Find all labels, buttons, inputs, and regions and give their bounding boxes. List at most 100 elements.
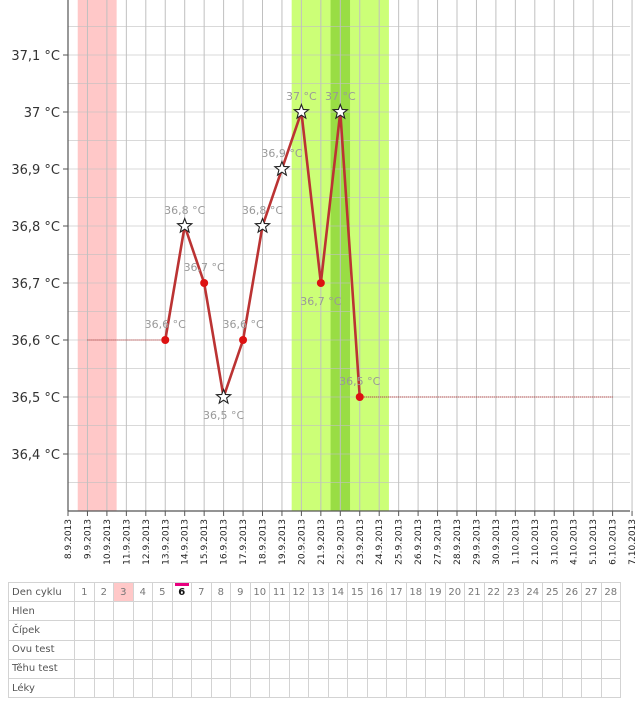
cycle-cell[interactable] [191, 601, 212, 622]
cycle-cell[interactable] [464, 620, 485, 641]
cycle-cell[interactable] [327, 601, 348, 622]
cycle-cell[interactable] [152, 658, 173, 679]
cycle-cell[interactable] [386, 620, 407, 641]
cycle-cell[interactable] [113, 677, 134, 699]
cycle-cell[interactable] [308, 639, 329, 660]
cycle-cell[interactable] [581, 601, 602, 622]
cycle-cell[interactable] [542, 601, 563, 622]
cycle-cell[interactable] [483, 601, 504, 622]
cycle-cell[interactable] [347, 677, 368, 699]
cycle-cell[interactable] [74, 601, 95, 622]
cycle-cell[interactable] [464, 677, 485, 699]
cycle-cell[interactable] [405, 677, 426, 699]
cycle-cell[interactable] [93, 677, 114, 699]
cycle-cell[interactable] [132, 658, 153, 679]
cycle-cell[interactable] [132, 601, 153, 622]
cycle-cell[interactable] [327, 677, 348, 699]
cycle-cell[interactable] [93, 601, 114, 622]
cycle-cell[interactable] [425, 620, 446, 641]
cycle-cell[interactable] [171, 639, 192, 660]
cycle-cell[interactable] [542, 639, 563, 660]
cycle-cell[interactable] [444, 620, 465, 641]
cycle-cell[interactable] [93, 658, 114, 679]
cycle-cell[interactable] [561, 658, 582, 679]
cycle-cell[interactable] [249, 658, 270, 679]
cycle-cell[interactable] [113, 620, 134, 641]
cycle-cell[interactable] [113, 658, 134, 679]
cycle-cell[interactable] [347, 620, 368, 641]
cycle-cell[interactable] [522, 677, 543, 699]
cycle-cell[interactable] [249, 601, 270, 622]
cycle-cell[interactable] [503, 620, 524, 641]
cycle-cell[interactable] [600, 658, 621, 679]
cycle-cell[interactable] [425, 639, 446, 660]
cycle-cell[interactable] [113, 601, 134, 622]
cycle-cell[interactable] [308, 677, 329, 699]
cycle-cell[interactable] [386, 639, 407, 660]
cycle-cell[interactable] [327, 639, 348, 660]
cycle-cell[interactable] [483, 639, 504, 660]
cycle-cell[interactable] [269, 658, 290, 679]
cycle-cell[interactable] [581, 677, 602, 699]
cycle-cell[interactable] [425, 601, 446, 622]
cycle-cell[interactable] [93, 639, 114, 660]
cycle-cell[interactable] [230, 658, 251, 679]
cycle-cell[interactable] [210, 658, 231, 679]
cycle-cell[interactable] [288, 601, 309, 622]
cycle-cell[interactable] [230, 677, 251, 699]
cycle-cell[interactable] [425, 658, 446, 679]
cycle-cell[interactable] [483, 677, 504, 699]
cycle-cell[interactable] [308, 601, 329, 622]
cycle-cell[interactable] [210, 601, 231, 622]
cycle-cell[interactable] [503, 601, 524, 622]
cycle-cell[interactable] [405, 658, 426, 679]
cycle-cell[interactable] [561, 620, 582, 641]
cycle-cell[interactable] [152, 677, 173, 699]
cycle-cell[interactable] [269, 639, 290, 660]
cycle-cell[interactable] [74, 639, 95, 660]
cycle-cell[interactable] [74, 658, 95, 679]
cycle-cell[interactable] [386, 677, 407, 699]
cycle-cell[interactable] [74, 620, 95, 641]
cycle-cell[interactable] [327, 620, 348, 641]
cycle-cell[interactable] [288, 620, 309, 641]
cycle-cell[interactable] [503, 677, 524, 699]
cycle-cell[interactable] [230, 620, 251, 641]
cycle-cell[interactable] [542, 677, 563, 699]
cycle-cell[interactable] [542, 620, 563, 641]
cycle-cell[interactable] [444, 639, 465, 660]
cycle-cell[interactable] [561, 639, 582, 660]
cycle-cell[interactable] [561, 677, 582, 699]
cycle-cell[interactable] [600, 620, 621, 641]
cycle-cell[interactable] [347, 658, 368, 679]
cycle-cell[interactable] [366, 677, 387, 699]
cycle-cell[interactable] [113, 639, 134, 660]
cycle-cell[interactable] [600, 601, 621, 622]
cycle-cell[interactable] [74, 677, 95, 699]
cycle-cell[interactable] [93, 620, 114, 641]
cycle-cell[interactable] [191, 658, 212, 679]
cycle-cell[interactable] [366, 658, 387, 679]
cycle-cell[interactable] [464, 601, 485, 622]
cycle-cell[interactable] [132, 639, 153, 660]
cycle-cell[interactable] [288, 639, 309, 660]
cycle-cell[interactable] [191, 677, 212, 699]
cycle-cell[interactable] [386, 601, 407, 622]
cycle-cell[interactable] [249, 620, 270, 641]
cycle-cell[interactable] [542, 658, 563, 679]
cycle-cell[interactable] [230, 639, 251, 660]
cycle-cell[interactable] [171, 658, 192, 679]
cycle-cell[interactable] [600, 639, 621, 660]
cycle-cell[interactable] [581, 620, 602, 641]
cycle-cell[interactable] [522, 658, 543, 679]
cycle-cell[interactable] [269, 677, 290, 699]
cycle-cell[interactable] [269, 620, 290, 641]
cycle-cell[interactable] [581, 639, 602, 660]
cycle-cell[interactable] [405, 601, 426, 622]
cycle-cell[interactable] [366, 620, 387, 641]
cycle-cell[interactable] [522, 601, 543, 622]
cycle-cell[interactable] [503, 658, 524, 679]
cycle-cell[interactable] [171, 601, 192, 622]
cycle-cell[interactable] [464, 658, 485, 679]
cycle-cell[interactable] [522, 639, 543, 660]
